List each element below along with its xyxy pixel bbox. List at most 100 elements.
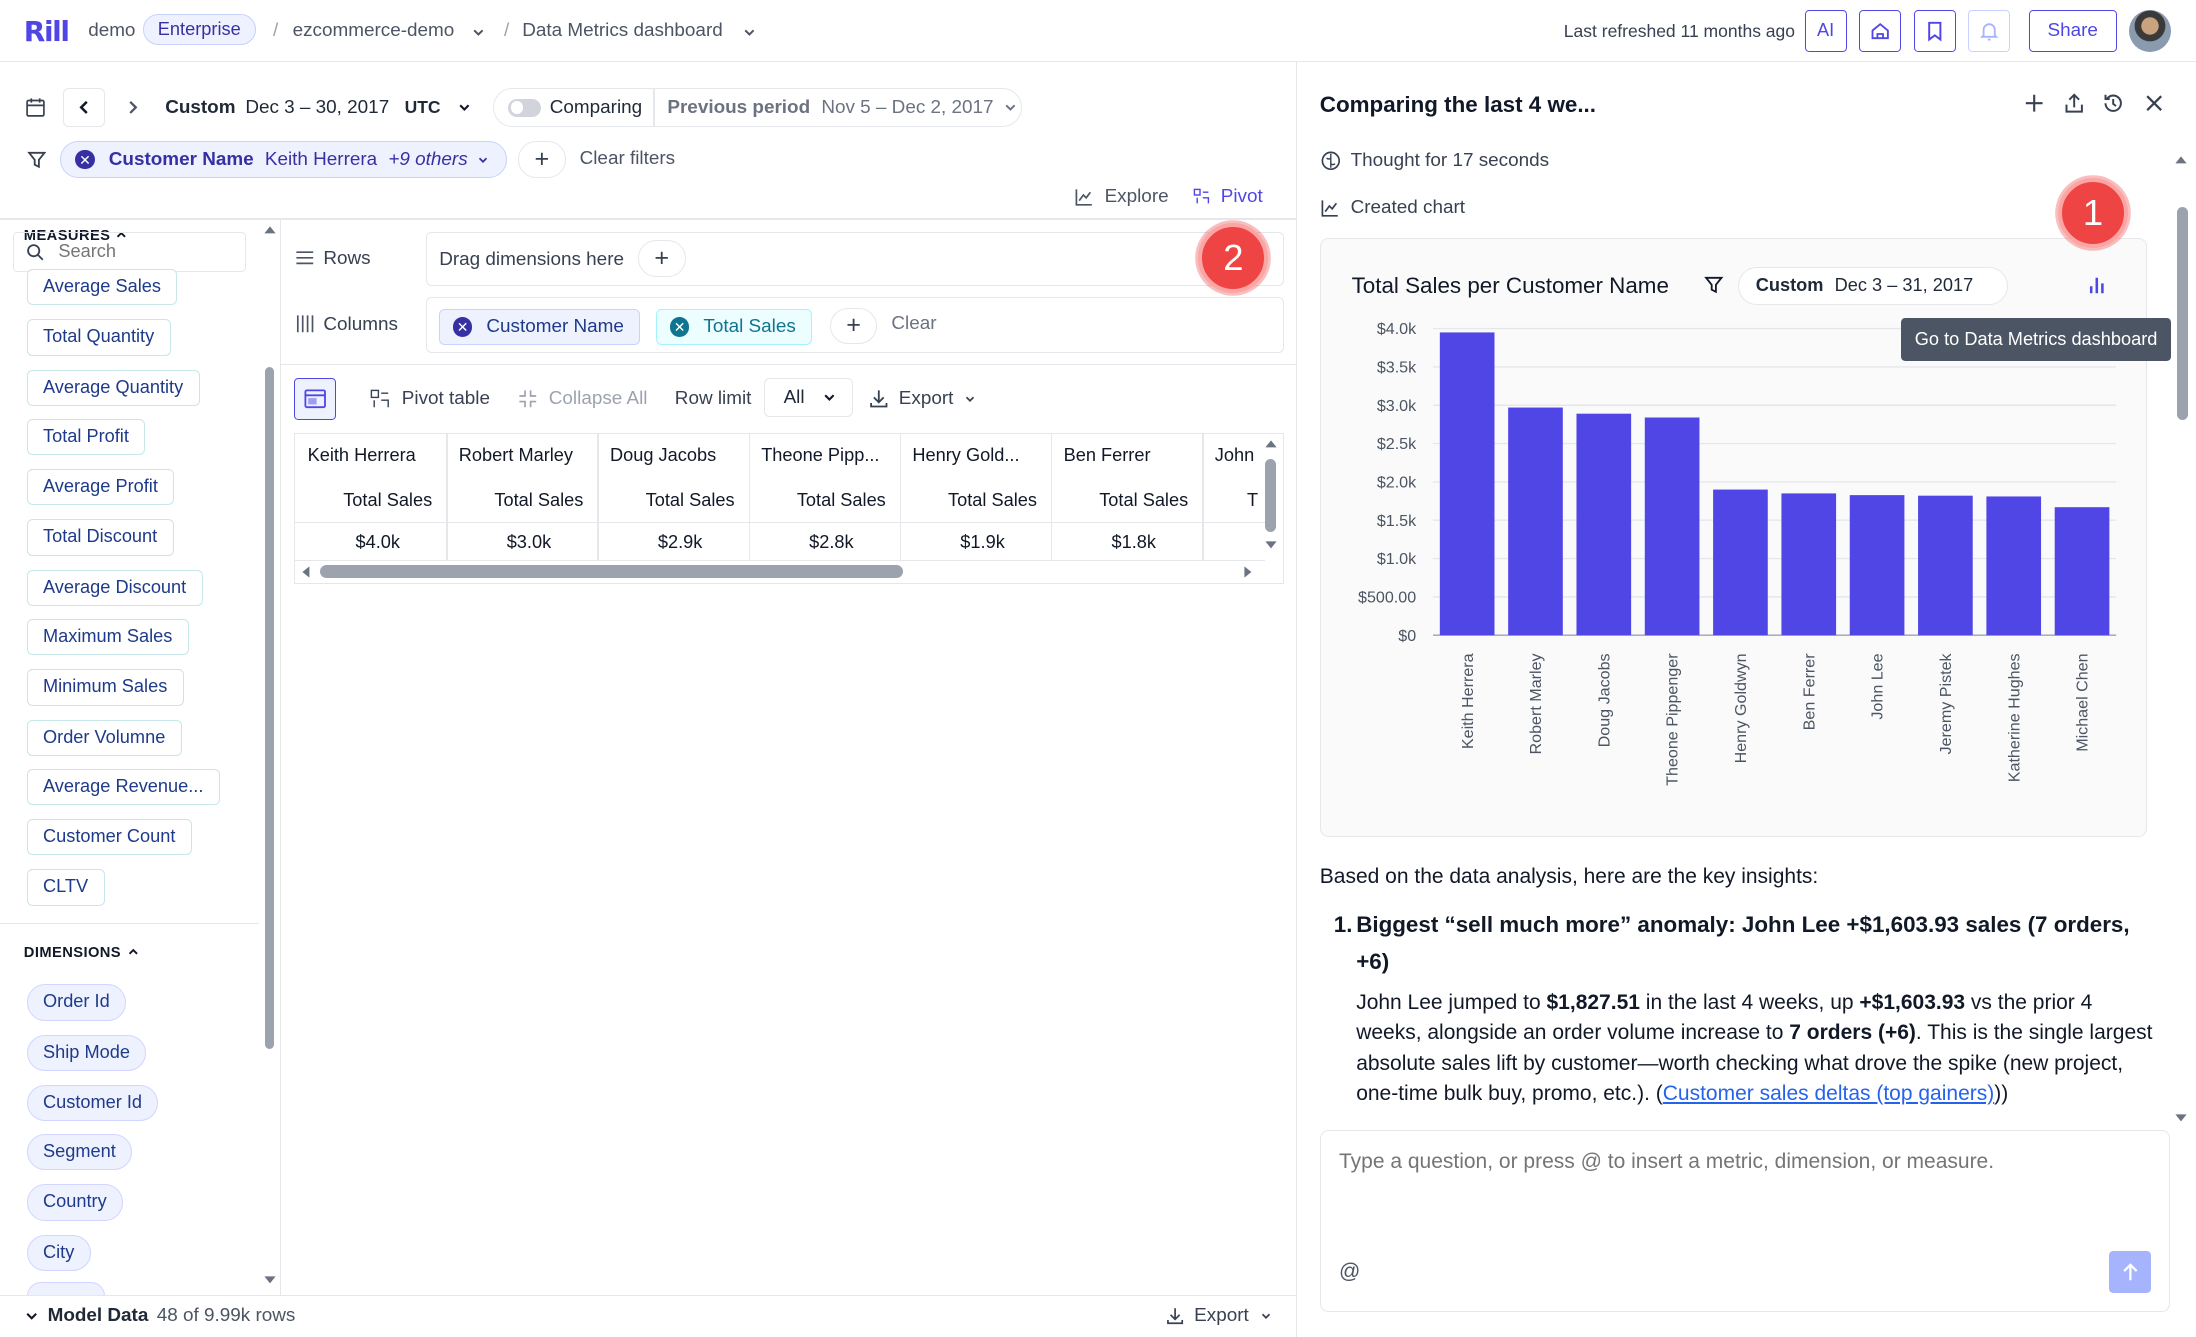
table-cell[interactable]: $3.0k xyxy=(506,531,552,552)
bookmark-button[interactable] xyxy=(1913,9,1956,52)
bar[interactable] xyxy=(1439,332,1495,636)
pivot-table-button[interactable]: Pivot table xyxy=(370,388,490,410)
rill-logo[interactable]: Rill xyxy=(23,15,70,49)
measure-chip[interactable]: Average Quantity xyxy=(26,369,200,406)
scroll-left-icon[interactable] xyxy=(301,565,311,579)
bar[interactable] xyxy=(1917,495,1973,636)
comparison-value[interactable]: Nov 5 – Dec 2, 2017 xyxy=(821,96,994,118)
scroll-up-icon[interactable] xyxy=(2174,155,2188,165)
measure-chip[interactable]: Total Quantity xyxy=(26,319,171,356)
next-period-button[interactable] xyxy=(118,88,149,127)
sidebar-scrollbar[interactable] xyxy=(260,220,280,1295)
alerts-button[interactable] xyxy=(1968,9,2011,52)
calendar-icon[interactable] xyxy=(25,97,46,118)
bar[interactable] xyxy=(1576,413,1631,636)
dimension-chip[interactable]: City xyxy=(26,1234,91,1272)
bar[interactable] xyxy=(1644,417,1700,636)
remove-filter-icon[interactable]: ✕ xyxy=(75,149,95,170)
chevron-down-icon[interactable] xyxy=(1002,99,1019,116)
scroll-down-icon[interactable] xyxy=(2174,1113,2188,1123)
dimension-chip[interactable]: Country xyxy=(26,1184,124,1221)
rows-dropzone[interactable]: Drag dimensions here + xyxy=(425,232,1284,286)
timezone-label[interactable]: UTC xyxy=(404,97,441,118)
measure-chip[interactable]: Total Discount xyxy=(26,519,174,556)
measure-chip[interactable]: Maximum Sales xyxy=(26,618,189,656)
dimension-chip[interactable]: Order Id xyxy=(26,984,127,1021)
breadcrumb-project[interactable]: ezcommerce-demo xyxy=(292,19,455,41)
column-header[interactable]: Theone Pipp... xyxy=(761,444,880,465)
share-chat-button[interactable] xyxy=(2063,92,2085,114)
footer-export-button[interactable]: Export xyxy=(1166,1305,1272,1327)
ai-button[interactable]: AI xyxy=(1804,9,1847,52)
chevron-down-icon[interactable] xyxy=(456,99,473,116)
table-cell[interactable]: $2.8k xyxy=(809,531,854,552)
table-cell[interactable]: $1.8k xyxy=(1111,531,1157,552)
scroll-up-icon[interactable] xyxy=(263,225,277,235)
measure-chip[interactable]: Average Profit xyxy=(26,468,175,506)
filter-pill-customer-name[interactable]: ✕ Customer Name Keith Herrera +9 others xyxy=(60,141,507,178)
tab-pivot[interactable]: Pivot xyxy=(1187,186,1272,220)
measures-section-label[interactable]: MEASURES xyxy=(23,228,111,245)
remove-column-icon[interactable]: ✕ xyxy=(669,317,690,337)
column-chip-customer-name[interactable]: ✕ Customer Name xyxy=(439,308,641,346)
created-chart-row[interactable]: Created chart xyxy=(1321,197,1465,219)
column-header[interactable]: Doug Jacobs xyxy=(610,444,717,465)
measure-chip[interactable]: Average Revenue... xyxy=(26,768,220,805)
bar[interactable] xyxy=(1507,407,1563,636)
scroll-up-icon[interactable] xyxy=(1264,439,1278,449)
measure-chip[interactable]: Total Profit xyxy=(26,418,146,455)
search-input[interactable] xyxy=(58,241,227,263)
avatar[interactable] xyxy=(2129,9,2172,52)
measures-search[interactable] xyxy=(12,232,247,272)
vertical-scroll-thumb[interactable] xyxy=(1265,458,1277,532)
comparison-label[interactable]: Previous period xyxy=(667,96,811,118)
history-button[interactable] xyxy=(2102,92,2124,114)
chat-input[interactable] xyxy=(1338,1150,2151,1235)
customer-sales-deltas-link[interactable]: Customer sales deltas (top gainers) xyxy=(1662,1081,1995,1105)
chevron-down-icon[interactable] xyxy=(741,24,758,41)
measure-chip[interactable]: Average Discount xyxy=(26,569,203,607)
filter-icon[interactable] xyxy=(1704,275,1724,295)
measure-chip[interactable]: Customer Count xyxy=(26,818,192,856)
toggle-panel-button[interactable] xyxy=(294,378,336,420)
chevron-up-icon[interactable] xyxy=(127,945,140,958)
dimension-chip-partial[interactable] xyxy=(26,1282,105,1295)
export-button[interactable]: Export xyxy=(869,388,977,410)
add-row-button[interactable]: + xyxy=(637,240,686,277)
dimension-chip[interactable]: Segment xyxy=(26,1133,133,1171)
measure-chip[interactable]: Order Volumne xyxy=(26,719,182,756)
close-chat-button[interactable] xyxy=(2143,92,2165,114)
breadcrumb-dashboard[interactable]: Data Metrics dashboard xyxy=(522,19,723,41)
bar[interactable] xyxy=(1849,495,1905,636)
mention-button[interactable]: @ xyxy=(1338,1259,1361,1283)
clear-filters-button[interactable]: Clear filters xyxy=(579,148,676,170)
previous-period-button[interactable] xyxy=(63,88,105,128)
column-header[interactable]: Henry Gold... xyxy=(912,444,1020,465)
add-filter-button[interactable]: + xyxy=(518,141,566,178)
breadcrumb-org[interactable]: demo xyxy=(88,19,136,41)
column-header[interactable]: John xyxy=(1214,444,1255,465)
send-button[interactable] xyxy=(2108,1251,2151,1294)
column-header[interactable]: Ben Ferrer xyxy=(1063,444,1151,465)
measure-chip[interactable]: Minimum Sales xyxy=(26,669,184,706)
bar[interactable] xyxy=(1781,493,1836,636)
model-data-toggle[interactable]: Model Data 48 of 9.99k rows xyxy=(24,1305,295,1327)
scroll-thumb[interactable] xyxy=(264,366,275,1049)
chat-input-box[interactable]: @ xyxy=(1319,1129,2170,1312)
dimension-chip[interactable]: Customer Id xyxy=(26,1084,159,1122)
scroll-down-icon[interactable] xyxy=(1264,540,1278,550)
horizontal-scroll-thumb[interactable] xyxy=(320,565,903,578)
home-bookmark-button[interactable] xyxy=(1859,9,1902,52)
comparing-label[interactable]: Comparing xyxy=(549,96,643,118)
bar[interactable] xyxy=(1986,496,2041,636)
chevron-down-icon[interactable] xyxy=(470,24,487,41)
table-cell[interactable]: $4.0k xyxy=(355,531,401,552)
table-cell[interactable]: $1.9k xyxy=(960,531,1005,552)
comparing-toggle[interactable] xyxy=(507,98,542,117)
column-header[interactable]: Robert Marley xyxy=(458,444,574,465)
share-button[interactable]: Share xyxy=(2028,9,2117,52)
add-column-button[interactable]: + xyxy=(829,307,878,344)
bar[interactable] xyxy=(1712,489,1768,636)
new-chat-button[interactable] xyxy=(2023,92,2045,114)
row-limit-select[interactable]: All xyxy=(764,378,853,418)
